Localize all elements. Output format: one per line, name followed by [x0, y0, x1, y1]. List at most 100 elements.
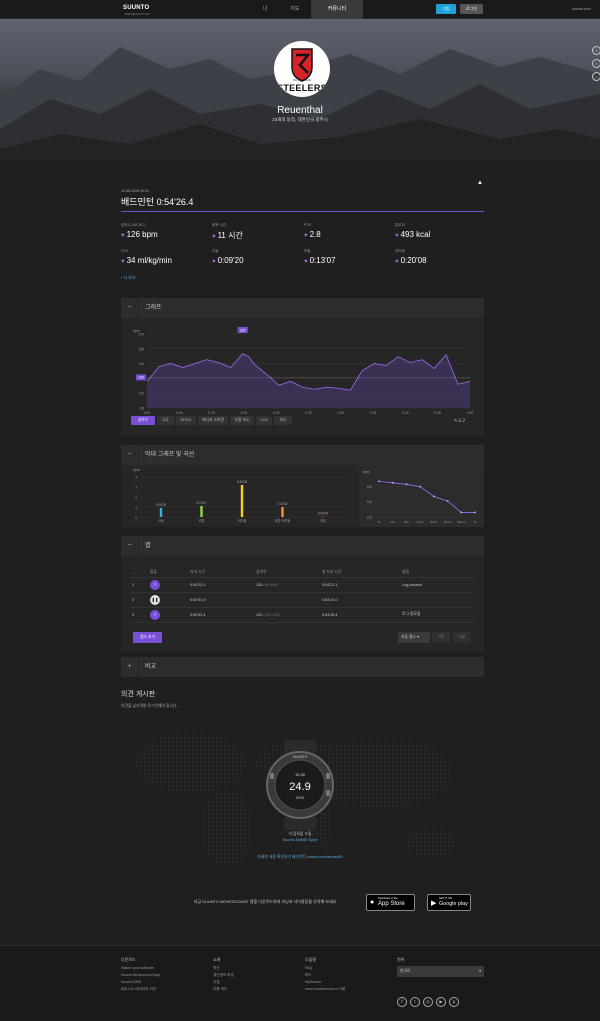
footer-link[interactable]: 약관: [213, 966, 220, 970]
instagram-icon[interactable]: ◎: [423, 997, 433, 1007]
map-dot: [392, 797, 394, 799]
graph-panel-header[interactable]: − 그래프: [121, 298, 484, 318]
footer-link[interactable]: 피드: [305, 973, 312, 977]
zone-bar[interactable]: [240, 485, 244, 517]
tools-button[interactable]: ✎ 도구: [454, 419, 466, 423]
map-dot: [444, 833, 446, 835]
map-dot: [356, 789, 358, 791]
hr-curve-point[interactable]: [391, 481, 394, 484]
footer-link[interactable]: Suunto Movescount App: [121, 973, 160, 977]
hr-curve-point[interactable]: [405, 483, 408, 486]
graph-tab[interactable]: 속도: [274, 416, 292, 425]
twitter-share-icon[interactable]: t: [592, 59, 600, 68]
compare-panel-header[interactable]: + 비교: [121, 657, 484, 677]
zone-bar[interactable]: [200, 506, 203, 517]
more-share-icon[interactable]: …: [592, 72, 600, 81]
google-play-badge[interactable]: ▶ GET IT ON Google play: [427, 894, 471, 911]
col-heartrate[interactable]: 심박수: [254, 568, 320, 578]
zone-bar[interactable]: [159, 508, 163, 517]
facebook-share-icon[interactable]: f: [592, 46, 600, 55]
nav-tab-map[interactable]: 지도: [290, 6, 300, 12]
footer-link[interactable]: Watch sync software: [121, 966, 155, 970]
laps-table: ⌄ 종류 지속 시간 심박수 총 지속 시간 설명 1 › 0:54'22.1 126…: [130, 568, 475, 623]
lap-row[interactable]: 2 ❚❚ 0:00'01.9 0:54'24.0: [130, 592, 475, 608]
add-lap-button[interactable]: 랩스 추가: [133, 632, 162, 643]
hr-curve-point[interactable]: [432, 495, 435, 498]
heart-icon: ♥: [304, 233, 308, 239]
watch-model-link[interactable]: Suunto Ambit3 Sport: [282, 838, 318, 842]
footer-link[interactable]: FAQ: [305, 966, 313, 970]
hr-curve-chart[interactable]: bpm 160 140 120 5s 10s 30s 1min 5min 10min 30min 1h: [359, 465, 484, 527]
map-dot: [172, 765, 174, 767]
sort-chevron-icon[interactable]: ⌄: [130, 568, 148, 578]
more-details-link[interactable]: › 더 보기: [121, 275, 136, 280]
hr-curve-point[interactable]: [446, 500, 449, 502]
footer-link[interactable]: 피트니스 데이터의 이전: [121, 987, 157, 991]
facebook-icon[interactable]: f: [397, 997, 407, 1007]
map-dot: [236, 821, 238, 823]
zone-bar[interactable]: [321, 516, 325, 518]
footer-link[interactable]: www.movescount.co 사용: [305, 987, 346, 991]
hr-zone-bar-chart[interactable]: bpm 0 1 2 3 4 0:09'20 이동 0:13'07 보통 0:20'08 어려움 0:11…: [121, 465, 351, 527]
hr-curve-point[interactable]: [419, 485, 422, 488]
profile-avatar[interactable]: FC POHANG STEELERS: [274, 41, 330, 97]
lap-row[interactable]: 1 › 0:54'22.1 126 (98-165) 0:54'22.1 Log paus…: [130, 577, 475, 593]
map-dot: [356, 741, 358, 743]
prev-page-button[interactable]: 이전: [432, 632, 450, 643]
next-page-button[interactable]: 다음: [453, 632, 471, 643]
map-dot: [204, 777, 206, 779]
graph-tab[interactable]: 호흡 속도: [230, 416, 254, 425]
zones-panel-header[interactable]: − 막대 그래프 및 곡선: [121, 445, 484, 465]
profile-name[interactable]: Reuenthal: [277, 105, 323, 116]
map-dot: [316, 837, 318, 839]
col-duration[interactable]: 지속 시간: [188, 568, 254, 578]
map-dot: [400, 805, 402, 807]
youtube-icon[interactable]: ▶: [436, 997, 446, 1007]
map-dot: [372, 749, 374, 751]
graph-tab[interactable]: EPOC: [176, 416, 196, 425]
heart-icon: ♥: [395, 233, 399, 239]
scroll-up-icon[interactable]: ▲: [477, 180, 483, 186]
app-store-badge[interactable]: ● Download on the App Store: [366, 894, 415, 911]
graph-tab[interactable]: 심박수: [131, 416, 155, 425]
lap-row[interactable]: 3 › 0:00'02.4 122 (122-122) 0:54'26.4 로그 종료됨: [130, 607, 475, 623]
collapse-icon[interactable]: −: [121, 445, 139, 465]
pinterest-icon[interactable]: p: [449, 997, 459, 1007]
lap-type-select[interactable]: 자동 랩스 ▾: [398, 632, 430, 643]
hr-curve-point[interactable]: [378, 480, 380, 483]
nav-tab-community[interactable]: 커뮤니티: [311, 0, 363, 19]
map-dot: [204, 809, 206, 811]
twitter-icon[interactable]: t: [410, 997, 420, 1007]
col-type[interactable]: 종류: [148, 568, 188, 578]
footer-link[interactable]: Suunto DM5: [121, 980, 141, 984]
collapse-icon[interactable]: −: [121, 298, 139, 318]
graph-tab[interactable]: VO2: [256, 416, 272, 425]
heart-rate-chart[interactable]: bpm170155140125110950:000:050:100:150:20…: [121, 324, 484, 416]
login-button[interactable]: 로그인: [460, 4, 483, 14]
sport-info-link[interactable]: 자세한 내용 확인하기 배드민턴 suunto.com/sports/BI: [257, 855, 343, 859]
footer-link[interactable]: MySuunto: [305, 980, 322, 984]
hr-curve-point[interactable]: [474, 511, 476, 514]
map-dot: [184, 785, 186, 787]
map-dot: [156, 765, 158, 767]
map-dot: [236, 809, 238, 811]
suunto-site-link[interactable]: suunto.com: [572, 7, 591, 11]
map-dot: [212, 749, 214, 751]
graph-tab[interactable]: 고도: [157, 416, 174, 425]
col-total-duration[interactable]: 총 지속 시간: [320, 568, 400, 578]
zone-bar[interactable]: [281, 507, 284, 517]
footer-link[interactable]: 이용 약관: [213, 987, 228, 991]
hr-curve-point[interactable]: [460, 511, 463, 514]
footer-link[interactable]: 지침: [213, 980, 220, 984]
language-select[interactable]: 한국어 ▾: [397, 966, 484, 977]
join-button[interactable]: 가입: [436, 4, 456, 14]
laps-panel-header[interactable]: − 랩: [121, 536, 484, 556]
suunto-logo[interactable]: SUUNTO: [123, 5, 150, 11]
collapse-icon[interactable]: −: [121, 536, 139, 556]
graph-tab[interactable]: 에너지 소비량: [198, 416, 228, 425]
map-dot: [412, 793, 414, 795]
map-dot: [224, 801, 226, 803]
expand-icon[interactable]: +: [121, 657, 139, 677]
footer-link[interactable]: 개인정보 보호: [213, 973, 234, 977]
nav-tab-me[interactable]: 나: [262, 6, 268, 12]
